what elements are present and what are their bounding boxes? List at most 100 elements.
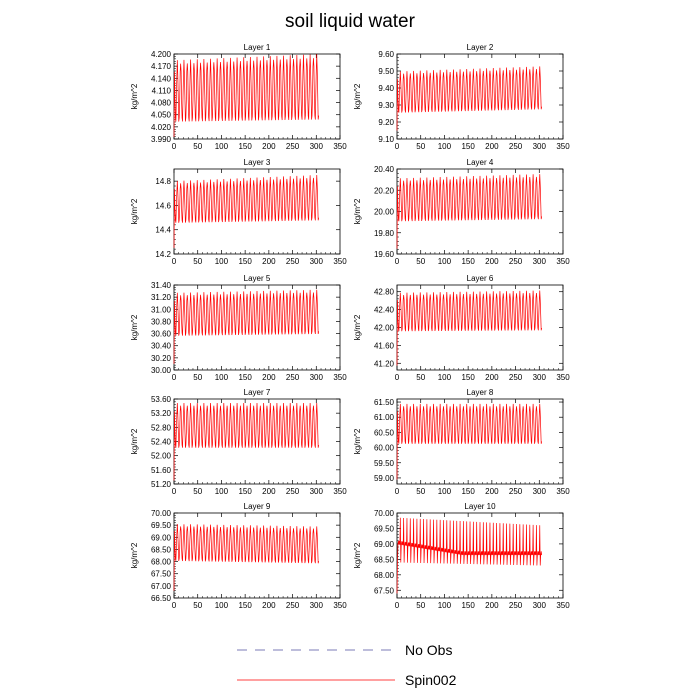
x-tick-label: 100 bbox=[215, 142, 229, 151]
layer-4-x-ticks: 0 50 100 150 200 250 300 350 bbox=[395, 169, 570, 266]
y-tick-label: 52.00 bbox=[151, 452, 172, 461]
y-tick-label: 70.00 bbox=[374, 509, 395, 518]
y-tick-label: 61.50 bbox=[374, 398, 395, 407]
x-tick-label: 100 bbox=[215, 487, 229, 496]
layer-1-title: Layer 1 bbox=[244, 43, 271, 52]
y-tick-label: 4.170 bbox=[151, 62, 172, 71]
x-tick-label: 50 bbox=[416, 487, 425, 496]
y-tick-label: 19.80 bbox=[374, 229, 395, 238]
x-tick-label: 350 bbox=[333, 487, 347, 496]
y-tick-label: 53.60 bbox=[151, 395, 172, 404]
layer-5-panel: Layer 50 50 100 150 200 250 300 35030.0030.2030… bbox=[130, 274, 347, 382]
x-tick-label: 350 bbox=[333, 601, 347, 610]
x-tick-label: 200 bbox=[485, 373, 499, 382]
y-tick-label: 69.00 bbox=[374, 540, 395, 549]
y-tick-label: 51.60 bbox=[151, 466, 172, 475]
y-tick-label: 68.50 bbox=[151, 545, 172, 554]
layer-2-frame bbox=[396, 53, 564, 140]
y-tick-label: 52.80 bbox=[151, 423, 172, 432]
x-tick-label: 200 bbox=[485, 142, 499, 151]
layer-10-title: Layer 10 bbox=[464, 502, 496, 511]
y-tick-label: 14.8 bbox=[155, 177, 171, 186]
x-tick-label: 100 bbox=[438, 487, 452, 496]
x-tick-label: 100 bbox=[215, 373, 229, 382]
x-tick-label: 50 bbox=[193, 373, 202, 382]
y-tick-label: 3.990 bbox=[151, 135, 172, 144]
layer-6-panel: Layer 6 0 50 100 150 200 250 300 350 41.20 41.60 42… bbox=[353, 274, 570, 382]
y-tick-label: 41.20 bbox=[374, 359, 395, 368]
layer-4-y-ticks: 19.60 19.80 20.00 20.20 20.40 bbox=[374, 165, 563, 259]
x-tick-label: 300 bbox=[533, 601, 547, 610]
y-tick-label: 53.20 bbox=[151, 409, 172, 418]
y-tick-label: 4.140 bbox=[151, 74, 172, 83]
layer-4-title: Layer 4 bbox=[467, 158, 494, 167]
legend-label-no-obs: No Obs bbox=[405, 642, 452, 658]
y-tick-label: 42.80 bbox=[374, 288, 395, 297]
x-tick-label: 350 bbox=[333, 257, 347, 266]
x-tick-label: 200 bbox=[262, 257, 276, 266]
y-tick-label: 52.40 bbox=[151, 438, 172, 447]
x-tick-label: 350 bbox=[556, 257, 570, 266]
x-tick-label: 250 bbox=[286, 373, 300, 382]
x-tick-label: 100 bbox=[438, 601, 452, 610]
y-tick-label: 9.10 bbox=[378, 135, 394, 144]
layer-9-title: Layer 9 bbox=[244, 502, 271, 511]
y-tick-label: 31.40 bbox=[151, 281, 172, 290]
x-tick-label: 50 bbox=[193, 257, 202, 266]
layer-4-y-label: kg/m^2 bbox=[353, 198, 362, 224]
x-tick-label: 150 bbox=[461, 257, 475, 266]
x-tick-label: 50 bbox=[416, 142, 425, 151]
y-tick-label: 69.50 bbox=[151, 521, 172, 530]
y-tick-label: 30.40 bbox=[151, 342, 172, 351]
y-tick-label: 30.20 bbox=[151, 354, 172, 363]
y-tick-label: 30.80 bbox=[151, 317, 172, 326]
y-tick-label: 30.60 bbox=[151, 330, 172, 339]
layer-8-x-ticks: 0 50 100 150 200 250 300 350 bbox=[395, 399, 570, 496]
y-tick-label: 20.20 bbox=[374, 186, 395, 195]
y-tick-label: 9.20 bbox=[378, 118, 394, 127]
y-tick-label: 51.20 bbox=[151, 480, 172, 489]
y-tick-label: 9.40 bbox=[378, 84, 394, 93]
x-tick-label: 350 bbox=[556, 373, 570, 382]
y-tick-label: 4.050 bbox=[151, 111, 172, 120]
x-tick-label: 150 bbox=[238, 601, 252, 610]
layer-1-y-label: kg/m^2 bbox=[130, 83, 139, 109]
x-tick-label: 0 bbox=[172, 487, 177, 496]
x-tick-label: 250 bbox=[509, 601, 523, 610]
x-tick-label: 150 bbox=[238, 142, 252, 151]
layer-9-y-label: kg/m^2 bbox=[130, 542, 139, 568]
x-tick-label: 350 bbox=[556, 601, 570, 610]
x-tick-label: 150 bbox=[461, 373, 475, 382]
layer-5-y-label: kg/m^2 bbox=[130, 314, 139, 340]
x-tick-label: 0 bbox=[395, 487, 400, 496]
layer-10-y-label: kg/m^2 bbox=[353, 542, 362, 568]
x-tick-label: 0 bbox=[172, 373, 177, 382]
y-tick-label: 20.40 bbox=[374, 165, 395, 174]
x-tick-label: 50 bbox=[193, 142, 202, 151]
x-tick-label: 200 bbox=[485, 257, 499, 266]
x-tick-label: 100 bbox=[215, 257, 229, 266]
layer-10-x-ticks: 0 50 100 150 200 250 300 350 bbox=[395, 513, 570, 610]
layer-2-y-label: kg/m^2 bbox=[353, 83, 362, 109]
x-tick-label: 300 bbox=[310, 373, 324, 382]
y-tick-label: 14.4 bbox=[155, 226, 171, 235]
x-tick-label: 200 bbox=[262, 142, 276, 151]
y-tick-label: 61.00 bbox=[374, 413, 395, 422]
x-tick-label: 150 bbox=[461, 142, 475, 151]
x-tick-label: 50 bbox=[416, 601, 425, 610]
x-tick-label: 250 bbox=[509, 487, 523, 496]
y-tick-label: 31.20 bbox=[151, 293, 172, 302]
y-tick-label: 67.00 bbox=[151, 582, 172, 591]
x-tick-label: 250 bbox=[286, 257, 300, 266]
y-tick-label: 31.00 bbox=[151, 305, 172, 314]
x-tick-label: 250 bbox=[286, 142, 300, 151]
x-tick-label: 200 bbox=[485, 601, 499, 610]
layer-2-panel: Layer 2 0 50 100 150 200 250 300 350 9.10 9.20 9.30… bbox=[353, 43, 570, 151]
layer-7-title: Layer 7 bbox=[244, 388, 271, 397]
y-tick-label: 9.60 bbox=[378, 50, 394, 59]
x-tick-label: 250 bbox=[286, 487, 300, 496]
y-tick-label: 42.40 bbox=[374, 306, 395, 315]
x-tick-label: 50 bbox=[193, 487, 202, 496]
y-tick-label: 14.6 bbox=[155, 201, 171, 210]
